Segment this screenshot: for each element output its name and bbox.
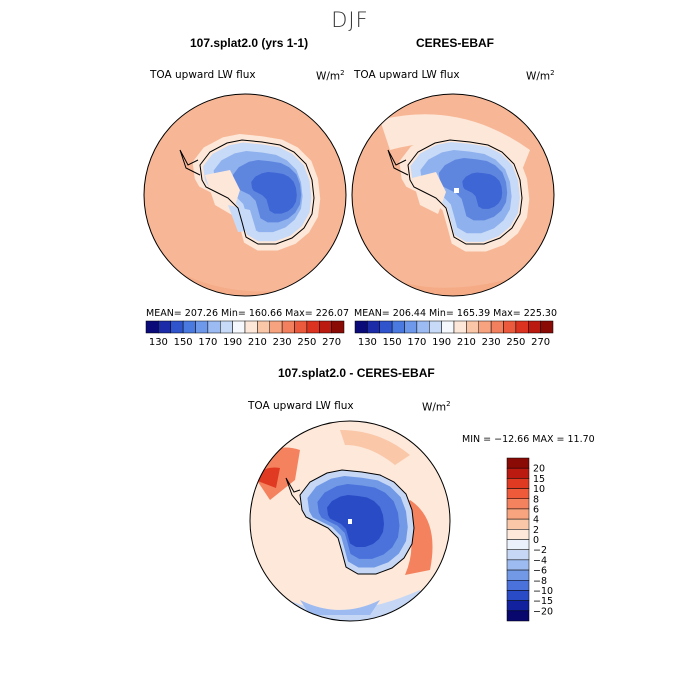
colorbar-tick-label: 190: [223, 337, 242, 348]
diff-colorbar-tick-label: −4: [533, 555, 547, 566]
diff-colorbar-tick-label: 4: [533, 515, 539, 526]
colorbar-swatch: [207, 320, 221, 334]
abs-colorbar-1: 130 150 170 190 210 230 250 270: [145, 320, 345, 348]
colorbar-swatch: [490, 320, 504, 334]
colorbar-swatch: [170, 320, 184, 334]
colorbar-swatch: [294, 320, 308, 334]
diff-colorbar-swatch: [506, 478, 530, 489]
diff-colorbar-tick-label: −8: [533, 576, 547, 587]
colorbar-tick-label: 130: [358, 337, 377, 348]
diff-colorbar-swatch: [506, 559, 530, 571]
colorbar-swatch: [379, 320, 393, 334]
colorbar-swatch: [404, 320, 418, 334]
diff-colorbar-tick-label: 2: [533, 525, 539, 536]
diff-colorbar-tick-label: −2: [533, 545, 547, 556]
colorbar-tick-label: 250: [297, 337, 316, 348]
colorbar-tick-label: 190: [432, 337, 451, 348]
colorbar-tick-label: 270: [531, 337, 550, 348]
panel1-title: 107.splat2.0 (yrs 1-1): [190, 36, 309, 50]
panel2-stats: MEAN= 206.44 Min= 165.39 Max= 225.30: [354, 308, 558, 319]
season-title: DJF: [331, 8, 369, 32]
colorbar-swatch: [453, 320, 467, 334]
colorbar-swatch: [478, 320, 492, 334]
panel2-variable: TOA upward LW flux: [354, 69, 460, 81]
colorbar-swatch: [466, 320, 479, 334]
colorbar-tick-label: 150: [383, 337, 402, 348]
colorbar-tick-label: 270: [322, 337, 341, 348]
panel2-units: W/m2: [526, 69, 555, 83]
colorbar-tick-label: 210: [457, 337, 476, 348]
diff-colorbar-swatch: [506, 498, 530, 510]
colorbar-tick-label: 130: [149, 337, 168, 348]
diff-colorbar-tick-label: −6: [533, 566, 547, 577]
diff-colorbar-swatch: [506, 600, 530, 612]
colorbar-swatch: [429, 320, 442, 334]
diff-colorbar-tick-label: −10: [533, 586, 553, 597]
colorbar-swatch: [367, 320, 380, 334]
panel1-units: W/m2: [316, 69, 345, 83]
diff-colorbar-tick-label: −15: [533, 596, 553, 607]
colorbar-swatch: [244, 320, 258, 334]
colorbar-swatch: [391, 320, 405, 334]
diff-colorbar-swatch: [506, 457, 530, 469]
diff-colorbar-tick-label: 15: [533, 474, 545, 485]
colorbar-swatch: [269, 320, 283, 334]
diff-colorbar-swatch: [506, 590, 530, 601]
diff-colorbar-tick-label: 10: [533, 484, 545, 495]
panel3-variable: TOA upward LW flux: [248, 400, 354, 412]
diff-colorbar-swatch: [506, 569, 530, 581]
colorbar-tick-label: 230: [482, 337, 501, 348]
colorbar-swatch: [281, 320, 295, 334]
diff-colorbar-tick-label: 8: [533, 494, 539, 505]
obs-map: [351, 93, 555, 297]
panel1-variable: TOA upward LW flux: [150, 69, 256, 81]
diff-colorbar-tick-label: 0: [533, 535, 539, 546]
panel1-stats: MEAN= 207.26 Min= 160.66 Max= 226.07: [146, 308, 350, 319]
colorbar-tick-label: 170: [198, 337, 217, 348]
colorbar-tick-label: 230: [273, 337, 292, 348]
panel3-stats: MIN = −12.66 MAX = 11.70: [462, 434, 595, 445]
diff-colorbar-swatch: [506, 529, 530, 540]
diff-colorbar-swatch: [506, 467, 530, 479]
colorbar-swatch: [257, 320, 270, 334]
diff-colorbar-swatch: [506, 539, 530, 550]
colorbar-swatch: [306, 320, 320, 334]
colorbar-swatch: [441, 320, 455, 334]
diff-colorbar-tick-label: 20: [533, 464, 545, 475]
diff-colorbar-tick-label: −20: [533, 606, 553, 617]
colorbar-swatch: [515, 320, 529, 334]
diff-colorbar-swatch: [506, 508, 530, 520]
diff-colorbar-swatch: [506, 580, 530, 591]
panel2-title: CERES-EBAF: [416, 36, 495, 50]
colorbar-swatch: [331, 320, 345, 334]
diff-colorbar-swatch: [506, 549, 530, 561]
colorbar-swatch: [354, 320, 368, 334]
colorbar-swatch: [220, 320, 233, 334]
diff-colorbar-swatch: [506, 488, 530, 499]
colorbar-swatch: [319, 320, 332, 334]
colorbar-swatch: [416, 320, 430, 334]
panel3-title: 107.splat2.0 - CERES-EBAF: [278, 366, 435, 380]
colorbar-tick-label: 210: [248, 337, 267, 348]
colorbar-swatch: [503, 320, 517, 334]
colorbar-tick-label: 170: [407, 337, 426, 348]
colorbar-tick-label: 250: [506, 337, 525, 348]
colorbar-tick-label: 150: [174, 337, 193, 348]
colorbar-swatch: [232, 320, 246, 334]
colorbar-swatch: [158, 320, 171, 334]
diff-colorbar-tick-label: 6: [533, 504, 539, 515]
model-map: [143, 93, 347, 297]
colorbar-swatch: [528, 320, 541, 334]
colorbar-swatch: [182, 320, 196, 334]
colorbar-swatch: [540, 320, 554, 334]
diff-colorbar-swatch: [506, 518, 530, 530]
panel3-units: W/m2: [422, 400, 451, 414]
diff-colorbar-swatch: [506, 610, 530, 622]
colorbar-swatch: [145, 320, 159, 334]
difference-map: [249, 420, 451, 622]
colorbar-swatch: [195, 320, 209, 334]
abs-colorbar-2: 130 150 170 190 210 230 250 270: [354, 320, 554, 348]
